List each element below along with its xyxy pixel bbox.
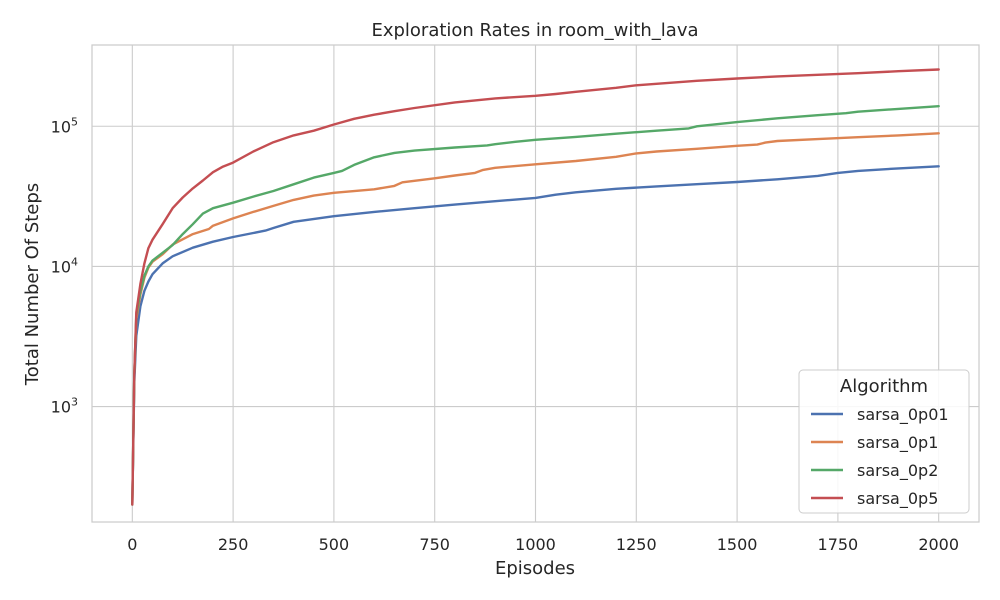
x-tick-label: 1000 (515, 535, 556, 554)
legend: Algorithm sarsa_0p01sarsa_0p1sarsa_0p2sa… (798, 369, 970, 514)
x-tick-label: 250 (218, 535, 249, 554)
x-tick-label: 1500 (717, 535, 758, 554)
y-tick-labels: 103 104 105 (51, 115, 78, 416)
legend-label: sarsa_0p1 (857, 433, 938, 453)
x-tick-label: 1250 (616, 535, 657, 554)
y-tick-label: 104 (51, 255, 78, 276)
x-tick-labels: 0 250 500 750 1000 1250 1500 1750 2000 (127, 535, 959, 554)
series-line-sarsa_0p01 (131, 165, 940, 506)
legend-label: sarsa_0p01 (857, 405, 949, 425)
series-line-sarsa_0p2 (131, 104, 940, 506)
chart-title: Exploration Rates in room_with_lava (371, 20, 698, 41)
legend-label: sarsa_0p2 (857, 461, 938, 481)
x-axis-label: Episodes (495, 558, 575, 579)
legend-label: sarsa_0p5 (857, 489, 938, 509)
x-tick-label: 1750 (818, 535, 859, 554)
series-line-sarsa_0p5 (131, 68, 940, 506)
legend-items: sarsa_0p01 sarsa_0p1 sarsa_0p2 sarsa_0p5 (811, 405, 949, 509)
y-tick-label: 105 (51, 115, 78, 136)
y-axis-label: Total Number Of Steps (22, 183, 43, 386)
x-tick-label: 0 (127, 535, 137, 554)
plot-area-frame (91, 44, 980, 523)
x-tick-label: 2000 (918, 535, 959, 554)
legend-box (798, 369, 970, 514)
series-lines (131, 68, 940, 506)
legend-title: Algorithm (840, 376, 928, 397)
x-tick-label: 750 (419, 535, 450, 554)
y-tick-label: 103 (51, 396, 78, 417)
x-tick-label: 500 (319, 535, 350, 554)
